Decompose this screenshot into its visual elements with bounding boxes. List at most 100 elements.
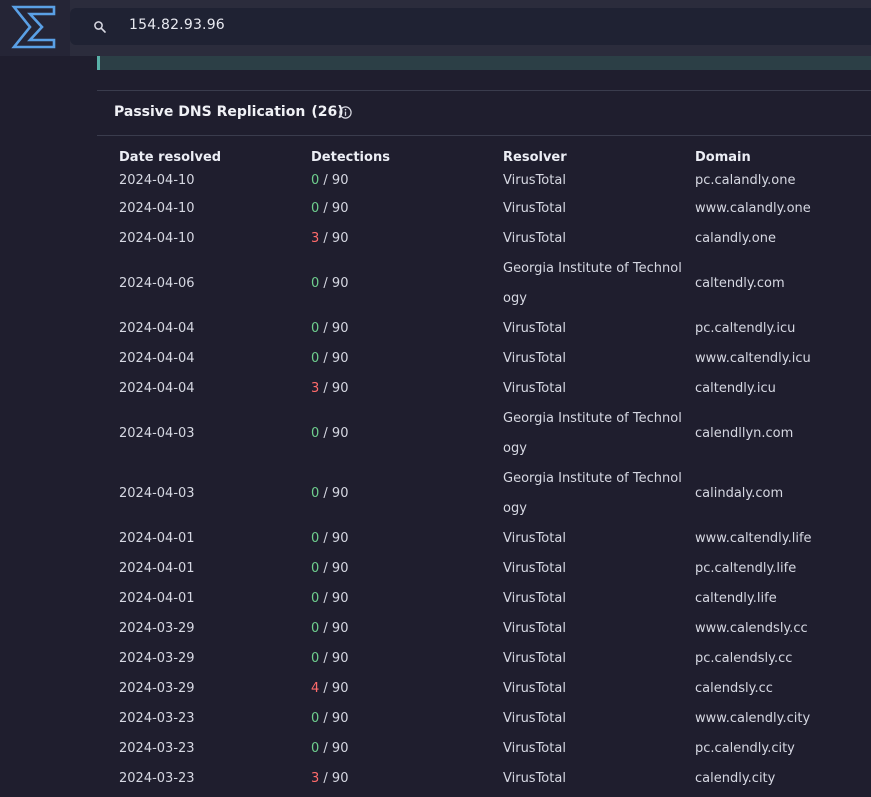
section-title-text: Passive DNS Replication (114, 104, 306, 120)
detections-total: / 90 (319, 591, 349, 606)
cell-date: 2024-04-04 (119, 321, 195, 336)
cell-resolver: Georgia Institute of Technology (503, 471, 682, 516)
cell-detections: 4 / 90 (303, 674, 495, 704)
detections-total: / 90 (319, 381, 349, 396)
detections-total: / 90 (319, 276, 349, 291)
table-row[interactable]: 2024-03-23 0 / 90 VirusTotal www.calendly.c… (111, 704, 871, 734)
detections-total: / 90 (319, 561, 349, 576)
table-row[interactable]: 2024-03-29 0 / 90 VirusTotal pc.calendsly.c… (111, 644, 871, 674)
section-title: Passive DNS Replication (26) (114, 104, 344, 120)
table-row[interactable]: 2024-04-01 0 / 90 VirusTotal pc.caltendly.l… (111, 554, 871, 584)
cell-domain[interactable]: pc.caltendly.icu (695, 321, 796, 336)
detections-total: / 90 (319, 681, 349, 696)
cell-resolver: VirusTotal (503, 711, 566, 726)
cell-date: 2024-03-29 (119, 681, 195, 696)
detections-count: 0 (311, 561, 320, 576)
column-header-detections[interactable]: Detections (311, 149, 390, 165)
cell-resolver: VirusTotal (503, 173, 566, 188)
cell-detections: 0 / 90 (303, 614, 495, 644)
table-row[interactable]: 2024-04-01 0 / 90 VirusTotal www.caltendly.… (111, 524, 871, 554)
column-header-resolver[interactable]: Resolver (503, 149, 567, 165)
cell-detections: 0 / 90 (303, 734, 495, 764)
table-row[interactable]: 2024-04-04 0 / 90 VirusTotal pc.caltendly.i… (111, 314, 871, 344)
table-row[interactable]: 2024-03-23 0 / 90 VirusTotal pc.calendly.ci… (111, 734, 871, 764)
cell-domain[interactable]: www.caltendly.life (695, 531, 812, 546)
cell-resolver: VirusTotal (503, 651, 566, 666)
cell-detections: 0 / 90 (303, 314, 495, 344)
detections-count: 0 (311, 711, 320, 726)
cell-domain[interactable]: www.calandly.one (695, 201, 811, 216)
cell-date: 2024-04-01 (119, 561, 195, 576)
search-icon[interactable] (93, 20, 107, 34)
cell-domain[interactable]: www.caltendly.icu (695, 351, 811, 366)
column-header-domain[interactable]: Domain (695, 149, 751, 165)
section-header: Passive DNS Replication (26) (97, 91, 871, 136)
detections-count: 0 (311, 201, 320, 216)
detections-total: / 90 (319, 486, 349, 501)
table-row[interactable]: 2024-04-10 0 / 90 VirusTotal pc.calandly.on… (111, 168, 871, 194)
cell-domain[interactable]: calindaly.com (695, 486, 784, 501)
cell-resolver: VirusTotal (503, 621, 566, 636)
cell-date: 2024-04-03 (119, 486, 195, 501)
table-row[interactable]: 2024-04-10 0 / 90 VirusTotal www.calandly.o… (111, 194, 871, 224)
logo-chevron-icon (11, 5, 56, 49)
table-row[interactable]: 2024-04-06 0 / 90 Georgia Institute of Tec… (111, 254, 871, 314)
cell-domain[interactable]: pc.calandly.one (695, 173, 796, 188)
cell-domain[interactable]: pc.calendsly.cc (695, 651, 793, 666)
table-row[interactable]: 2024-04-01 0 / 90 VirusTotal caltendly.life (111, 584, 871, 614)
detections-total: / 90 (319, 321, 349, 336)
table-row[interactable]: 2024-03-29 4 / 90 VirusTotal calendsly.cc (111, 674, 871, 704)
detections-total: / 90 (319, 173, 349, 188)
cell-detections: 0 / 90 (303, 554, 495, 584)
cell-detections: 0 / 90 (303, 704, 495, 734)
cell-resolver: Georgia Institute of Technology (503, 411, 682, 456)
cell-detections: 0 / 90 (303, 464, 495, 524)
table-row[interactable]: 2024-03-29 0 / 90 VirusTotal www.calendsly.… (111, 614, 871, 644)
cell-date: 2024-03-29 (119, 621, 195, 636)
cell-date: 2024-04-01 (119, 531, 195, 546)
search-bar[interactable]: 154.82.93.96 (70, 8, 871, 45)
cell-resolver: VirusTotal (503, 561, 566, 576)
table-row[interactable]: 2024-04-10 3 / 90 VirusTotal calandly.one (111, 224, 871, 254)
cell-domain[interactable]: www.calendly.city (695, 711, 811, 726)
table-row[interactable]: 2024-04-04 3 / 90 VirusTotal caltendly.icu (111, 374, 871, 404)
cell-domain[interactable]: calandly.one (695, 231, 776, 246)
cell-detections: 3 / 90 (303, 224, 495, 254)
cell-detections: 0 / 90 (303, 644, 495, 674)
cell-date: 2024-03-23 (119, 711, 195, 726)
cell-resolver: VirusTotal (503, 741, 566, 756)
cell-detections: 3 / 90 (303, 764, 495, 794)
cell-date: 2024-03-23 (119, 741, 195, 756)
cell-domain[interactable]: caltendly.icu (695, 381, 776, 396)
cell-domain[interactable]: pc.caltendly.life (695, 561, 797, 576)
cell-domain[interactable]: calendly.city (695, 771, 776, 786)
cell-detections: 0 / 90 (303, 584, 495, 614)
cell-domain[interactable]: www.calendsly.cc (695, 621, 808, 636)
table-row[interactable]: 2024-04-04 0 / 90 VirusTotal www.caltendly.… (111, 344, 871, 374)
detections-total: / 90 (319, 426, 349, 441)
cell-resolver: VirusTotal (503, 531, 566, 546)
cell-date: 2024-04-01 (119, 591, 195, 606)
detections-total: / 90 (319, 771, 349, 786)
cell-domain[interactable]: pc.calendly.city (695, 741, 795, 756)
cell-date: 2024-04-10 (119, 173, 195, 188)
cell-detections: 0 / 90 (303, 194, 495, 224)
cell-domain[interactable]: caltendly.com (695, 276, 785, 291)
app-logo[interactable] (0, 0, 70, 56)
column-header-date[interactable]: Date resolved (119, 149, 222, 165)
detections-count: 0 (311, 276, 320, 291)
cell-domain[interactable]: calendllyn.com (695, 426, 794, 441)
table-row[interactable]: 2024-03-23 3 / 90 VirusTotal calendly.city (111, 764, 871, 794)
detections-total: / 90 (319, 651, 349, 666)
previous-panel-footer (97, 56, 871, 70)
table-row[interactable]: 2024-04-03 0 / 90 Georgia Institute of Tec… (111, 404, 871, 464)
info-icon[interactable] (339, 106, 352, 119)
cell-domain[interactable]: calendsly.cc (695, 681, 773, 696)
search-input[interactable]: 154.82.93.96 (129, 17, 225, 33)
detections-total: / 90 (319, 531, 349, 546)
cell-date: 2024-04-10 (119, 231, 195, 246)
cell-detections: 0 / 90 (303, 404, 495, 464)
cell-domain[interactable]: caltendly.life (695, 591, 777, 606)
detections-total: / 90 (319, 231, 349, 246)
table-row[interactable]: 2024-04-03 0 / 90 Georgia Institute of Tec… (111, 464, 871, 524)
